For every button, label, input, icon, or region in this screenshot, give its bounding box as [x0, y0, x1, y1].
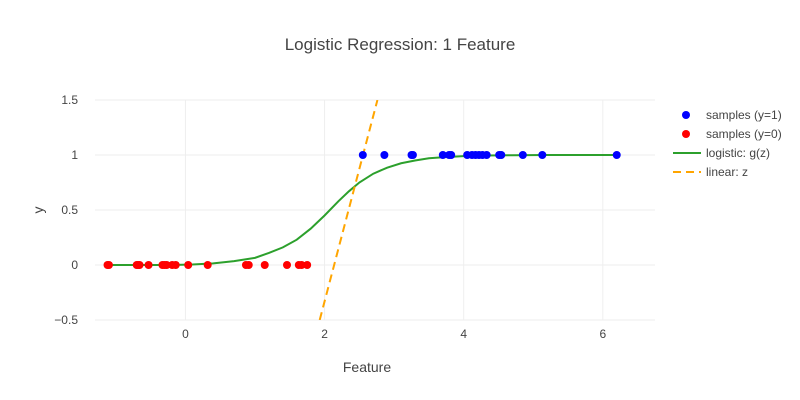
point-y0[interactable]: [135, 261, 144, 269]
x-tick-label: 4: [460, 327, 467, 341]
point-y0[interactable]: [297, 261, 306, 269]
y-tick-label: 0.5: [61, 203, 78, 217]
y-tick-label: 1: [71, 148, 78, 162]
y-tick-label: 1.5: [61, 93, 78, 107]
y-axis-title: y: [30, 207, 46, 214]
point-y0[interactable]: [144, 261, 153, 269]
point-y0[interactable]: [244, 261, 253, 269]
x-tick-label: 6: [599, 327, 606, 341]
point-y1[interactable]: [482, 151, 491, 159]
series-points: [103, 151, 621, 269]
point-y1[interactable]: [497, 151, 506, 159]
point-y0[interactable]: [260, 261, 269, 269]
legend-label: logistic: g(z): [706, 146, 770, 160]
legend-marker: [682, 130, 690, 138]
point-y1[interactable]: [538, 151, 547, 159]
x-tick-label: 2: [321, 327, 328, 341]
legend-item[interactable]: linear: z: [673, 165, 748, 179]
series-line-linear: [318, 100, 379, 320]
point-y1[interactable]: [408, 151, 417, 159]
legend-item[interactable]: samples (y=1): [682, 108, 782, 122]
point-y1[interactable]: [358, 151, 367, 159]
axis-ticks: 0 2 4 6 −0.5 0 0.5 1 1.5: [54, 93, 606, 341]
point-y0[interactable]: [162, 261, 171, 269]
legend-label: samples (y=1): [706, 108, 782, 122]
point-y0[interactable]: [171, 261, 180, 269]
point-y1[interactable]: [447, 151, 456, 159]
point-y0[interactable]: [203, 261, 212, 269]
point-y0[interactable]: [283, 261, 291, 269]
legend-item[interactable]: samples (y=0): [682, 127, 782, 141]
legend-label: linear: z: [706, 165, 748, 179]
point-y0[interactable]: [184, 261, 193, 269]
point-y1[interactable]: [518, 151, 527, 159]
point-y1[interactable]: [612, 151, 621, 159]
y-tick-label: −0.5: [54, 313, 78, 327]
chart-title: Logistic Regression: 1 Feature: [285, 35, 516, 54]
point-y1[interactable]: [380, 151, 389, 159]
legend-label: samples (y=0): [706, 127, 782, 141]
point-y0[interactable]: [303, 261, 312, 269]
x-tick-label: 0: [182, 327, 189, 341]
y-tick-label: 0: [71, 258, 78, 272]
gridlines: [95, 99, 655, 321]
legend-marker: [682, 111, 690, 119]
point-y0[interactable]: [104, 261, 113, 269]
x-axis-title: Feature: [343, 359, 391, 375]
point-y1[interactable]: [438, 151, 447, 159]
legend[interactable]: samples (y=1) samples (y=0) logistic: g(z)…: [673, 108, 782, 179]
legend-item[interactable]: logistic: g(z): [673, 146, 770, 160]
